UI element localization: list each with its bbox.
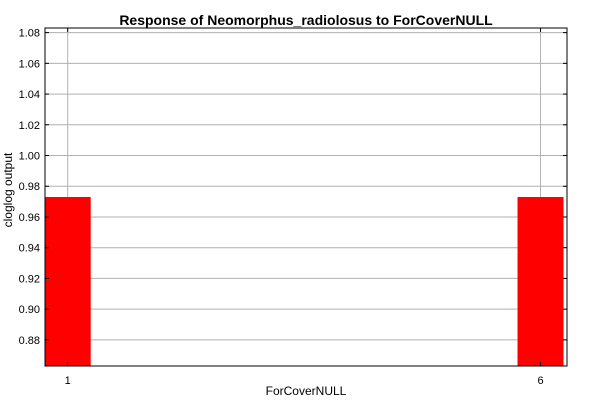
y-tick-label: 1.02 [19,120,40,132]
chart-title: Response of Neomorphus_radiolosus to For… [119,12,493,28]
x-axis-label: ForCoverNULL [266,384,347,398]
bar [45,197,91,366]
y-tick-label: 1.04 [19,89,40,101]
y-tick-label: 0.92 [19,273,40,285]
y-tick-label: 1.08 [19,28,40,40]
x-tick-label: 1 [65,375,71,387]
y-tick-label: 0.96 [19,212,40,224]
y-axis-label: cloglog output [1,152,15,227]
bars [45,197,564,366]
y-tick-label: 0.94 [19,243,40,255]
y-tick-label: 0.88 [19,335,40,347]
grid [45,28,567,366]
y-tick-label: 1.00 [19,151,40,163]
y-tick-label: 1.06 [19,58,40,70]
x-tick-label: 6 [537,375,543,387]
y-ticks: 0.88 0.90 0.92 0.94 0.96 0.98 1.00 1.02 1.04 1.06… [19,28,567,347]
y-tick-label: 0.90 [19,304,40,316]
plot-frame [44,27,568,367]
y-tick-label: 0.98 [19,181,40,193]
bar [517,197,564,366]
